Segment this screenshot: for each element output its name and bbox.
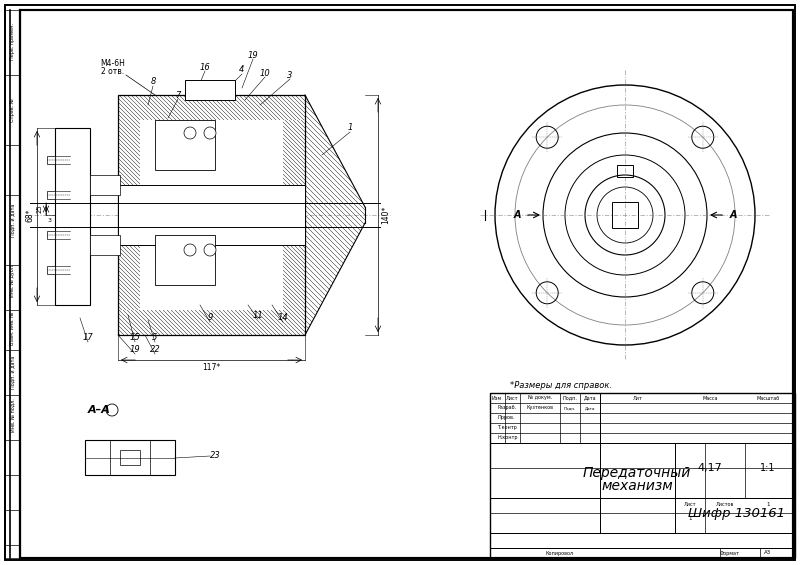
Bar xyxy=(47,231,55,239)
Text: Разраб.: Разраб. xyxy=(497,406,516,411)
Text: Перв. примен.: Перв. примен. xyxy=(10,24,15,60)
Bar xyxy=(47,266,55,274)
Text: 11: 11 xyxy=(253,311,263,319)
Text: 117*: 117* xyxy=(202,363,220,372)
Text: Подп.: Подп. xyxy=(564,406,576,410)
Text: А3: А3 xyxy=(764,550,772,555)
Text: Справ. №: Справ. № xyxy=(10,98,15,122)
Text: 19: 19 xyxy=(130,346,140,354)
Text: Передаточный: Передаточный xyxy=(583,466,691,480)
Bar xyxy=(90,235,120,255)
Bar xyxy=(120,450,140,465)
Bar xyxy=(47,191,55,199)
Text: Подп. и дата: Подп. и дата xyxy=(10,355,15,389)
Text: 5: 5 xyxy=(152,333,158,342)
Text: Т.контр: Т.контр xyxy=(497,425,517,431)
Circle shape xyxy=(204,127,216,139)
Text: 25: 25 xyxy=(37,205,43,214)
Text: Инв. № подл.: Инв. № подл. xyxy=(10,398,15,432)
Text: Масса: Масса xyxy=(702,396,718,401)
Text: Копировол: Копировол xyxy=(546,550,574,555)
Text: Лист: Лист xyxy=(684,502,696,507)
Bar xyxy=(90,175,120,195)
Text: Дата: Дата xyxy=(585,406,595,410)
Text: Дата: Дата xyxy=(584,396,596,401)
Text: 3: 3 xyxy=(287,71,293,80)
Text: 4: 4 xyxy=(239,66,245,75)
Text: 9: 9 xyxy=(207,314,213,323)
Text: 10: 10 xyxy=(260,68,270,77)
Circle shape xyxy=(184,127,196,139)
Bar xyxy=(118,185,305,245)
Text: 1: 1 xyxy=(688,515,692,520)
Bar xyxy=(617,165,633,177)
Circle shape xyxy=(204,244,216,256)
Text: 2 отв.: 2 отв. xyxy=(102,67,125,76)
Bar xyxy=(47,156,55,164)
Text: 4,17: 4,17 xyxy=(698,463,722,473)
Bar xyxy=(85,440,175,475)
Text: А–А: А–А xyxy=(88,405,111,415)
Text: 15: 15 xyxy=(130,333,140,342)
Text: механизм: механизм xyxy=(601,479,673,493)
Text: 1: 1 xyxy=(766,502,770,507)
Text: Инв. № дубл.: Инв. № дубл. xyxy=(10,263,15,297)
Text: 1:1: 1:1 xyxy=(760,463,776,473)
Text: Кузтенков: Кузтенков xyxy=(526,406,554,411)
Text: 22: 22 xyxy=(150,346,160,354)
Text: Шифр 130161: Шифр 130161 xyxy=(689,506,786,519)
Text: Прров.: Прров. xyxy=(497,415,514,420)
Text: 140*: 140* xyxy=(382,206,390,224)
Text: Н.контр: Н.контр xyxy=(497,436,518,441)
Text: Формат: Формат xyxy=(720,550,740,555)
Text: 1: 1 xyxy=(347,124,353,133)
Text: Масштаб: Масштаб xyxy=(756,396,780,401)
Bar xyxy=(185,80,235,100)
Text: 8: 8 xyxy=(150,77,156,86)
Text: Подп.: Подп. xyxy=(562,396,578,401)
Text: 16: 16 xyxy=(200,63,210,72)
Bar xyxy=(612,202,638,228)
Circle shape xyxy=(184,244,196,256)
Text: 68*: 68* xyxy=(26,208,34,221)
Text: Взам. инв. №: Взам. инв. № xyxy=(10,311,15,345)
Text: 17: 17 xyxy=(82,333,94,342)
Bar xyxy=(155,235,215,285)
Text: Лит: Лит xyxy=(633,396,643,401)
Text: Лист: Лист xyxy=(506,396,518,401)
Text: А: А xyxy=(514,210,521,220)
Bar xyxy=(118,95,305,335)
Text: 14: 14 xyxy=(278,314,288,323)
Text: 19: 19 xyxy=(248,50,258,59)
Text: 3: 3 xyxy=(48,218,52,223)
Bar xyxy=(55,128,90,305)
Text: Листов: Листов xyxy=(716,502,734,507)
Text: Изм: Изм xyxy=(492,396,502,401)
Bar xyxy=(155,120,215,170)
Text: № докум.: № докум. xyxy=(528,396,552,401)
Text: М4-6Н: М4-6Н xyxy=(101,59,126,67)
Text: 23: 23 xyxy=(210,450,220,459)
Text: А: А xyxy=(730,210,737,220)
Bar xyxy=(490,393,795,558)
Text: *Размеры для справок.: *Размеры для справок. xyxy=(510,380,612,389)
Text: Подп. и дата: Подп. и дата xyxy=(10,203,15,237)
Text: 7: 7 xyxy=(175,90,181,99)
